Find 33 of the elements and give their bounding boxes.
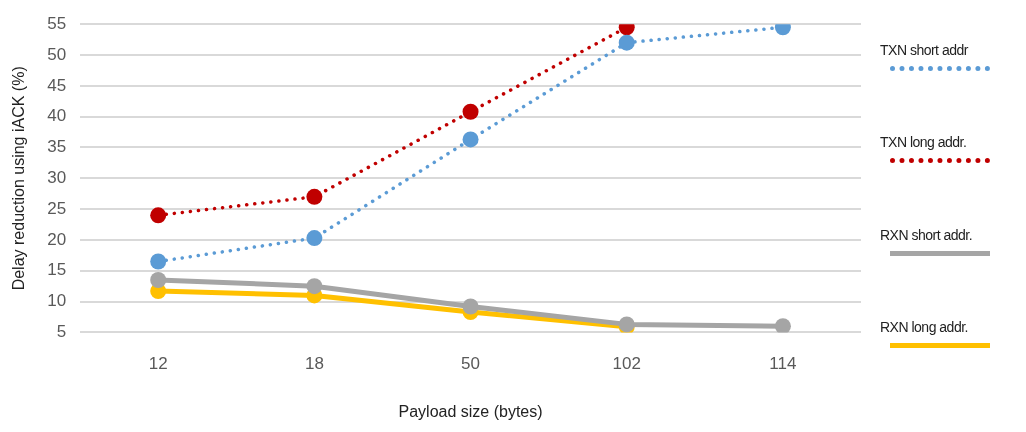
y-tick-label: 15 [47, 260, 67, 280]
x-tick-label: 114 [769, 354, 797, 374]
point [150, 253, 167, 270]
y-axis-title: Delay reduction using iACK (%) [10, 66, 28, 291]
point [150, 272, 167, 289]
text: TXN long addr. [880, 134, 968, 151]
text: RXN short addr. [880, 226, 974, 243]
y-tick-label: 35 [47, 137, 67, 157]
y-tick-label: 40 [47, 106, 67, 126]
y-tick-label: 5 [56, 322, 67, 342]
y-tick-label: 50 [47, 44, 67, 64]
x-tick-label: 18 [304, 354, 324, 374]
x-axis-title: Payload size (bytes) [398, 402, 543, 420]
point [774, 318, 791, 333]
x-tick-label: 50 [461, 354, 481, 374]
y-tick-label: 30 [47, 167, 67, 187]
y-tick-label: 55 [47, 13, 67, 33]
y-tick-label: 25 [47, 198, 67, 218]
point [306, 278, 323, 295]
point [462, 131, 479, 148]
y-tick-label: 20 [47, 229, 67, 249]
point [306, 230, 323, 247]
point [462, 298, 479, 315]
text: RXN long addr. [880, 319, 969, 336]
text: TXN short addr [880, 41, 970, 58]
point [306, 188, 323, 205]
x-tick-label: 12 [148, 354, 168, 374]
x-tick-label: 102 [612, 354, 641, 374]
y-tick-label: 45 [47, 75, 67, 95]
y-tick-label: 10 [47, 291, 67, 311]
point [618, 34, 635, 51]
point [462, 103, 479, 120]
point [150, 207, 167, 224]
